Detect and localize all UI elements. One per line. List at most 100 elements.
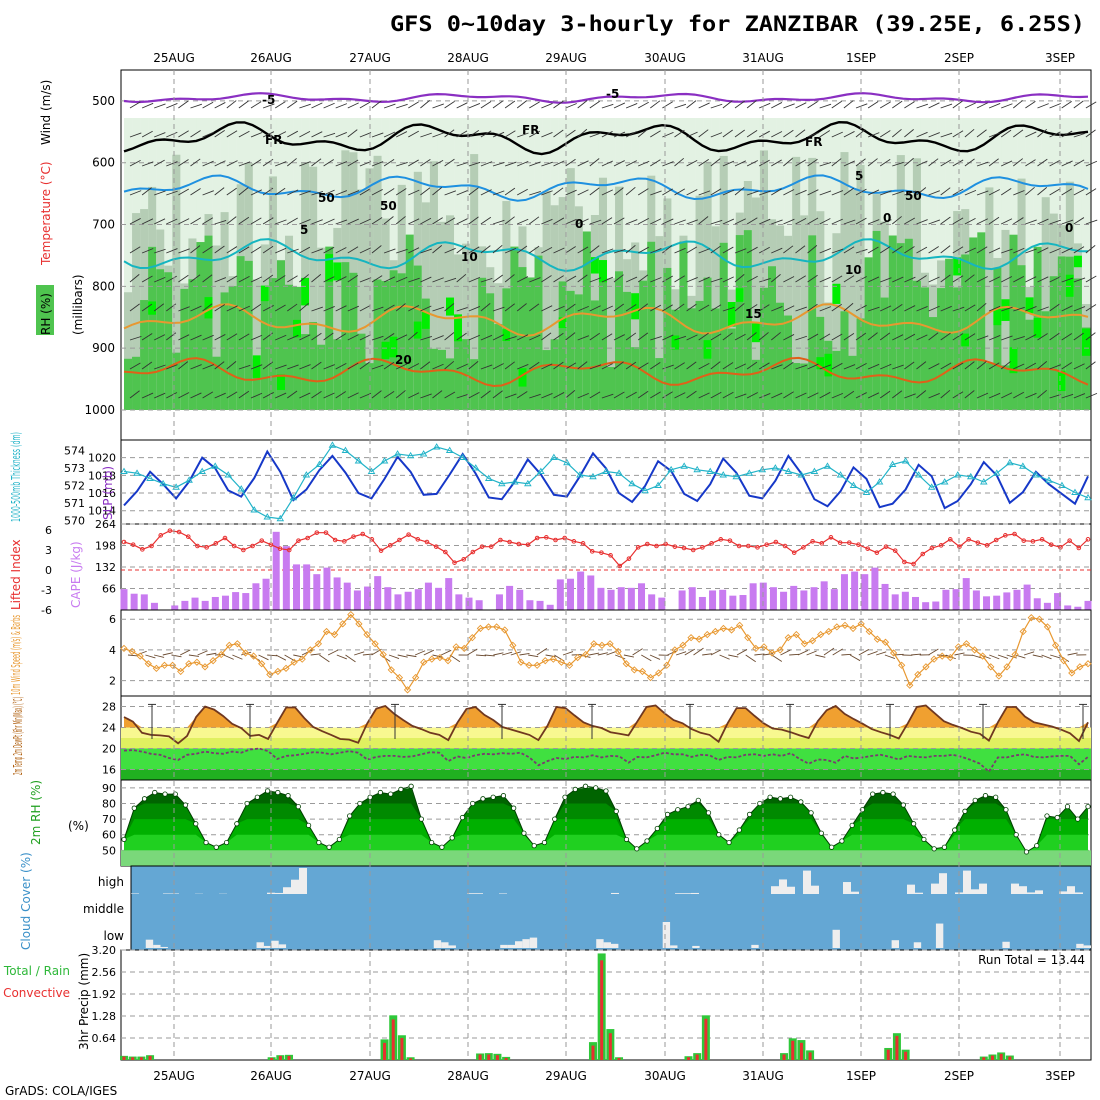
- wind-barb: [396, 248, 408, 254]
- wind-barb: [408, 159, 419, 167]
- wind-barb: [988, 362, 1000, 370]
- thickness-point: [693, 465, 701, 473]
- wind-barb: [516, 303, 527, 312]
- precip-convective-bar: [600, 960, 604, 1060]
- wind10m-point: [549, 655, 557, 663]
- surface-wind-barb: [449, 654, 461, 663]
- wind-barb: [432, 159, 444, 167]
- rh2m-point: [552, 816, 558, 822]
- wind-barb: [928, 276, 940, 283]
- rh-cell: [260, 300, 270, 410]
- wind-barb: [867, 189, 880, 196]
- wind-barb: [1025, 219, 1037, 225]
- wind-barb: [771, 306, 783, 312]
- thickness-point: [341, 446, 350, 453]
- wind-barb: [275, 392, 287, 399]
- wind-barb: [541, 218, 553, 225]
- wind-barb: [420, 361, 431, 370]
- lifted-index-point: [185, 534, 191, 539]
- rh2m-point: [767, 794, 773, 800]
- wind10m-point: [266, 670, 274, 679]
- cape-bar: [922, 602, 930, 610]
- wind-barb: [952, 217, 964, 225]
- cloud-bar-high: [971, 889, 979, 894]
- wind-barb: [904, 217, 916, 225]
- surface-wind-barb: [589, 652, 600, 656]
- wind-barb: [129, 101, 141, 109]
- wind-barb: [904, 190, 916, 196]
- wind-barb: [976, 218, 988, 225]
- wind-barb: [1049, 131, 1061, 138]
- wind-barb: [601, 305, 613, 312]
- surface-wind-barb: [606, 650, 617, 656]
- lifted-index-point: [746, 543, 751, 549]
- wind-barb: [529, 303, 540, 312]
- cape-bar: [719, 589, 727, 610]
- wind-barb: [831, 158, 842, 167]
- wind-barb: [444, 360, 455, 370]
- rh2m-point: [808, 810, 814, 816]
- precip-convective-bar: [278, 1055, 282, 1060]
- wind-barb: [529, 361, 540, 370]
- wind-barb: [238, 333, 250, 341]
- wind-barb: [395, 131, 408, 138]
- rh2m-units: (%): [68, 819, 89, 833]
- wind-barb: [444, 129, 455, 138]
- wind-barb: [988, 276, 1001, 283]
- wind-barb: [698, 159, 709, 167]
- cape-bar: [181, 600, 189, 610]
- cloud-bar-low: [256, 942, 264, 948]
- thickness-point: [602, 467, 610, 474]
- thickness-point: [432, 443, 441, 450]
- contour-label: 15: [745, 307, 762, 321]
- wind-barb: [178, 188, 190, 196]
- wind-barb: [892, 390, 903, 399]
- surface-wind-barb: [675, 651, 687, 656]
- lifted-index-point: [452, 560, 457, 565]
- wind10m-point: [136, 652, 144, 660]
- wind-barb: [867, 306, 880, 312]
- wind-barb: [650, 248, 662, 254]
- wind-barb: [674, 247, 686, 254]
- rh-cell: [252, 118, 262, 410]
- wind-barb: [988, 334, 1001, 341]
- wind-barb: [408, 277, 420, 283]
- y-tick-label: 198: [95, 540, 116, 553]
- rh-legend-label: RH (%): [39, 293, 53, 335]
- day-gridlines: [173, 70, 1061, 1060]
- thickness-point: [979, 478, 988, 485]
- wind-barb: [662, 364, 674, 370]
- wind-barb: [746, 361, 758, 370]
- precip-convective-bar: [990, 1055, 994, 1060]
- wind-barb: [432, 245, 443, 254]
- cloud-bar-high: [299, 868, 307, 894]
- surface-wind-barb: [754, 653, 765, 656]
- wind-barb: [444, 158, 455, 167]
- thickness-point: [1045, 476, 1053, 483]
- wind-barb: [274, 187, 286, 196]
- wind-barb: [432, 277, 444, 283]
- rh2m-point: [572, 786, 578, 792]
- rh-cell: [671, 309, 680, 410]
- wind-barb: [710, 333, 722, 341]
- rh2m-point: [736, 827, 742, 833]
- date-label: 31AUG: [742, 51, 784, 65]
- wind-barb: [275, 219, 287, 225]
- thickness-point: [940, 478, 949, 485]
- wind-barb: [238, 100, 249, 109]
- wind-barb: [795, 245, 806, 254]
- wind-barb: [456, 245, 467, 254]
- rh-cell: [542, 350, 551, 410]
- wind-barb: [432, 390, 443, 399]
- wind-barb: [214, 304, 226, 312]
- wind-barb: [783, 334, 795, 341]
- cape-bar: [729, 595, 737, 610]
- wind-barb: [238, 305, 251, 312]
- cape-bar: [445, 578, 453, 610]
- cloud-bar-low: [278, 944, 287, 948]
- thickness-point: [537, 467, 545, 474]
- rh-cell: [961, 254, 970, 410]
- wind-barb: [226, 130, 238, 138]
- contour-label: 10: [461, 250, 478, 264]
- cape-bar: [851, 571, 859, 610]
